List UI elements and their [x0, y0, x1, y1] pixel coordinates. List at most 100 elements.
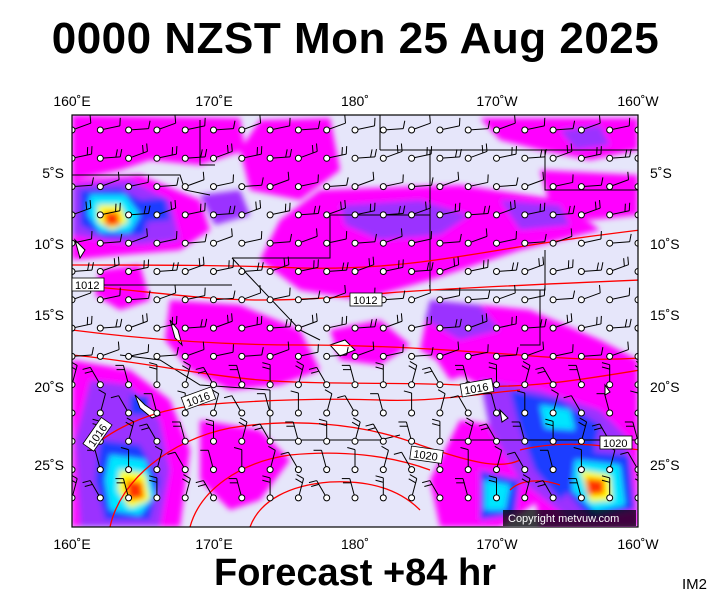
wind-barb-icon — [408, 200, 431, 219]
wind-barb-icon — [153, 177, 179, 191]
wind-barb-icon — [72, 177, 94, 191]
wind-barb-icon — [72, 361, 78, 389]
wind-barb-icon — [139, 423, 161, 445]
wind-barb-icon — [370, 393, 387, 417]
wind-barb-icon — [181, 256, 205, 275]
wind-barb-icon — [493, 231, 517, 247]
wind-barb-icon — [256, 393, 274, 417]
wind-barb-icon — [125, 417, 135, 445]
wind-barb-icon — [521, 360, 531, 389]
wind-barb-icon — [72, 262, 94, 275]
wind-barb-icon — [379, 313, 403, 332]
wind-barb-icon — [323, 146, 348, 162]
wind-barb-icon — [308, 366, 331, 389]
lat-label: 25˚S — [34, 457, 64, 473]
forecast-label: Forecast +84 hr — [214, 552, 496, 594]
wind-barb-icon — [153, 200, 177, 219]
wind-barb-icon — [634, 154, 638, 162]
wind-barb-icon — [266, 341, 290, 360]
wind-barb-icon — [153, 284, 177, 304]
wind-barb-icon — [422, 480, 444, 502]
wind-barb-icon — [464, 174, 489, 191]
wind-barb-icon — [436, 117, 461, 134]
wind-barb-icon — [549, 259, 574, 275]
wind-barb-icon — [545, 418, 557, 445]
wind-barb-icon — [408, 347, 434, 360]
wind-barb-icon — [72, 146, 93, 162]
wind-barb-icon — [568, 478, 585, 502]
wind-barb-icon — [153, 315, 178, 332]
wind-barb-icon — [493, 200, 516, 219]
lon-label: 180˚ — [341, 536, 369, 552]
wind-barb-icon — [549, 290, 576, 304]
isobar-label: 1020 — [413, 449, 439, 464]
wind-barb-icon — [634, 296, 638, 304]
wind-barb-icon — [464, 313, 488, 332]
lat-label: 10˚S — [650, 236, 680, 252]
lat-label: 15˚S — [650, 307, 680, 323]
wind-barb-icon — [223, 395, 246, 417]
wind-barb-icon — [606, 256, 629, 275]
wind-barb-icon — [153, 262, 179, 275]
wind-barb-icon — [125, 174, 150, 191]
wind-barb-icon — [238, 262, 264, 275]
wind-barb-icon — [238, 200, 262, 219]
wind-barb-icon — [318, 418, 331, 445]
wind-barb-icon — [294, 360, 305, 389]
wind-barb-icon — [266, 445, 276, 474]
wind-barb-icon — [115, 478, 133, 502]
wind-barb-icon — [493, 284, 516, 304]
wind-barb-icon — [323, 284, 346, 304]
isobar-label: 1016 — [463, 381, 489, 397]
wind-barb-icon — [110, 395, 133, 417]
wind-barb-icon — [181, 202, 206, 219]
wind-barb-icon — [577, 231, 602, 247]
wind-barb-icon — [624, 421, 638, 445]
wind-barb-icon — [634, 126, 638, 134]
wind-barb-icon — [351, 318, 377, 332]
wind-barb-icon — [96, 256, 120, 275]
wind-barb-icon — [195, 366, 217, 389]
wind-barb-icon — [153, 231, 178, 247]
wind-barb-icon — [379, 344, 404, 360]
wind-barbs — [72, 115, 638, 502]
wind-barb-icon — [82, 480, 104, 502]
wind-barb-icon — [408, 262, 434, 275]
wind-barb-icon — [563, 395, 585, 417]
wind-barb-icon — [266, 202, 291, 219]
lat-label: 20˚S — [34, 379, 64, 395]
wind-barb-icon — [577, 146, 602, 162]
wind-barb-icon — [323, 315, 348, 332]
wind-barb-icon — [577, 115, 601, 134]
wind-barb-icon — [149, 362, 161, 389]
wind-barb-icon — [483, 393, 500, 417]
wind-barb-icon — [323, 231, 348, 247]
wind-barb-icon — [634, 211, 638, 219]
wind-barb-icon — [460, 447, 472, 474]
wind-barb-icon — [323, 200, 346, 219]
image-code: IM2 — [682, 576, 708, 593]
wind-barb-icon — [351, 117, 376, 134]
wind-barb-icon — [464, 290, 491, 304]
wind-barb-icon — [210, 313, 233, 332]
wind-barb-icon — [606, 202, 631, 219]
wind-barb-icon — [606, 148, 632, 162]
wind-barb-icon — [294, 313, 318, 332]
wind-barb-icon — [351, 417, 361, 445]
wind-barb-icon — [393, 451, 416, 474]
wind-barb-icon — [290, 390, 302, 417]
copyright-text: Copyright metvuw.com — [508, 513, 619, 525]
wind-barb-icon — [82, 366, 104, 389]
wind-barb-icon — [606, 287, 631, 304]
wind-barb-icon — [506, 451, 529, 474]
wind-barb-icon — [573, 447, 585, 474]
wind-barb-icon — [96, 148, 123, 162]
wind-barb-icon — [266, 256, 290, 275]
wind-barb-icon — [238, 284, 262, 304]
wind-barb-icon — [634, 183, 638, 191]
wind-barb-icon — [493, 315, 517, 332]
wind-barb-icon — [181, 318, 208, 332]
wind-barb-icon — [408, 177, 434, 191]
wind-barb-icon — [549, 143, 573, 162]
wind-barb-icon — [238, 115, 262, 134]
